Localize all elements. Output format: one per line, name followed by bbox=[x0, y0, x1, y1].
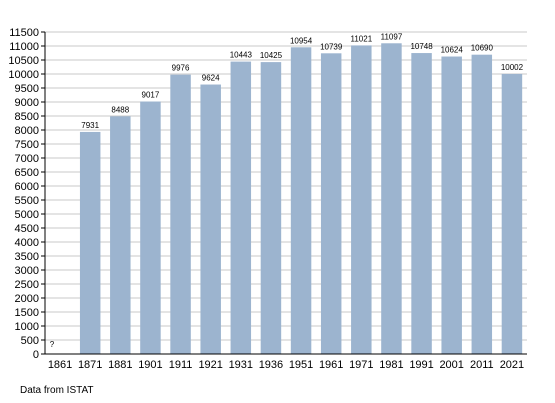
x-tick-label: 1961 bbox=[319, 359, 343, 371]
y-tick-label: 8000 bbox=[15, 125, 39, 137]
y-tick-label: 4000 bbox=[15, 237, 39, 249]
bar bbox=[501, 73, 523, 354]
bar-value-label: 10954 bbox=[290, 36, 313, 45]
y-tick-label: 11500 bbox=[9, 27, 39, 39]
bar-value-label: 11021 bbox=[350, 34, 372, 43]
bar-value-label: 10739 bbox=[320, 42, 343, 51]
y-tick-label: 500 bbox=[21, 335, 39, 347]
x-tick-label: 1981 bbox=[379, 359, 403, 371]
bar-value-label: 9624 bbox=[202, 74, 220, 83]
bar-value-label: 10690 bbox=[471, 44, 494, 53]
bar bbox=[200, 84, 221, 354]
y-tick-label: 3000 bbox=[15, 265, 39, 277]
bar bbox=[411, 53, 432, 354]
y-tick-label: 5000 bbox=[15, 209, 39, 221]
x-tick-label: 1951 bbox=[289, 359, 313, 371]
y-tick-label: 9500 bbox=[15, 83, 39, 95]
bar bbox=[441, 56, 462, 354]
axes bbox=[41, 31, 527, 355]
y-tick-label: 2500 bbox=[15, 279, 39, 291]
y-tick-label: 1500 bbox=[15, 307, 39, 319]
bars bbox=[79, 43, 523, 355]
bar-value-label: 8488 bbox=[111, 105, 129, 114]
y-tick-label: 10500 bbox=[8, 55, 39, 67]
x-tick-label: 2001 bbox=[439, 359, 463, 371]
x-tick-label: 1861 bbox=[48, 359, 72, 371]
bar-value-label: 10425 bbox=[260, 51, 283, 60]
x-tick-label: 1936 bbox=[259, 359, 283, 371]
bar-value-label: 10748 bbox=[410, 42, 433, 51]
bar bbox=[110, 116, 131, 354]
bar bbox=[140, 101, 161, 354]
bar-value-label: 9017 bbox=[142, 91, 160, 100]
bar-value-label: 10002 bbox=[501, 63, 524, 72]
bar bbox=[381, 43, 402, 355]
bar bbox=[79, 131, 101, 354]
y-tick-label: 5500 bbox=[15, 195, 39, 207]
x-tick-label: 1911 bbox=[169, 359, 193, 371]
y-tick-label: 11000 bbox=[9, 41, 39, 53]
y-tick-label: 10000 bbox=[8, 69, 39, 81]
source-note: Data from ISTAT bbox=[20, 385, 94, 396]
x-tick-label: 2021 bbox=[500, 359, 524, 371]
x-tick-label: 1901 bbox=[138, 359, 162, 371]
y-tick-label: 4500 bbox=[15, 223, 39, 235]
y-tick-label: 2000 bbox=[15, 293, 39, 305]
x-tick-label: 1931 bbox=[229, 359, 253, 371]
bar bbox=[320, 53, 342, 355]
x-tick-label: 1991 bbox=[409, 359, 433, 371]
bar-value-label: 9976 bbox=[172, 64, 190, 73]
y-tick-label: 6500 bbox=[15, 167, 39, 179]
y-tick-label: 8500 bbox=[15, 111, 39, 123]
bar-value-label: 11097 bbox=[381, 32, 403, 41]
x-tick-label: 1921 bbox=[198, 359, 222, 371]
bar-value-label: 7931 bbox=[81, 121, 99, 130]
bar bbox=[471, 54, 493, 355]
y-tick-label: 9000 bbox=[15, 97, 39, 109]
bar bbox=[260, 62, 282, 354]
bar-value-label: 10624 bbox=[441, 46, 464, 55]
y-tick-label: 0 bbox=[33, 349, 39, 361]
bar-value-label: ? bbox=[50, 340, 55, 349]
y-tick-label: 7500 bbox=[15, 139, 39, 151]
labels: 0 500 1000 1500 2000 2500 3000 3500 4000 4500 5000… bbox=[8, 27, 524, 371]
y-tick-label: 3500 bbox=[15, 251, 39, 263]
x-tick-label: 1871 bbox=[78, 359, 102, 371]
y-tick-label: 7000 bbox=[15, 153, 39, 165]
bar bbox=[230, 61, 252, 354]
bar-value-label: 10443 bbox=[230, 51, 253, 60]
bar bbox=[351, 45, 372, 355]
x-tick-label: 1881 bbox=[108, 359, 132, 371]
x-tick-label: 1971 bbox=[349, 359, 373, 371]
x-tick-label: 2011 bbox=[470, 359, 494, 371]
y-tick-label: 1000 bbox=[15, 321, 39, 333]
bar bbox=[290, 47, 312, 355]
y-tick-label: 6000 bbox=[15, 181, 39, 193]
bar bbox=[170, 74, 191, 354]
